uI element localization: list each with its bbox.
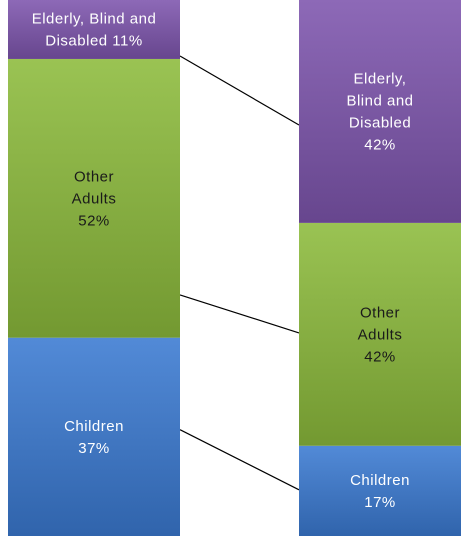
bar-2-segment-other-adults (299, 222, 461, 446)
data-label-bar-2-children: Children 17% (350, 472, 410, 511)
connector-elderly-top (179, 55, 300, 126)
data-label-bar-2-elderly-blind-disabled: Elderly, Blind and Disabled 42% (346, 70, 413, 153)
bar-1-segment-elderly-blind-disabled (8, 0, 180, 59)
bar-segments (8, 0, 461, 536)
data-label-bar-1-elderly-blind-disabled: Elderly, Blind and Disabled 11% (32, 10, 157, 49)
connector-lines (179, 55, 300, 491)
connector-other-adults-to-elderly (179, 294, 300, 334)
bar-2-segment-children (299, 445, 461, 536)
data-label-bar-2-other-adults: Other Adults 42% (358, 304, 403, 365)
bar-1-segment-children (8, 337, 180, 536)
bar-2-segment-elderly-blind-disabled (299, 0, 461, 223)
data-label-bar-1-other-adults: Other Adults 52% (72, 168, 117, 229)
connector-children-to-other-adults (179, 429, 300, 491)
segment-labels: Children 37% Other Adults 52% Elderly, Blind … (32, 10, 413, 511)
bar-1-segment-other-adults (8, 58, 180, 338)
data-label-bar-1-children: Children 37% (64, 418, 124, 457)
